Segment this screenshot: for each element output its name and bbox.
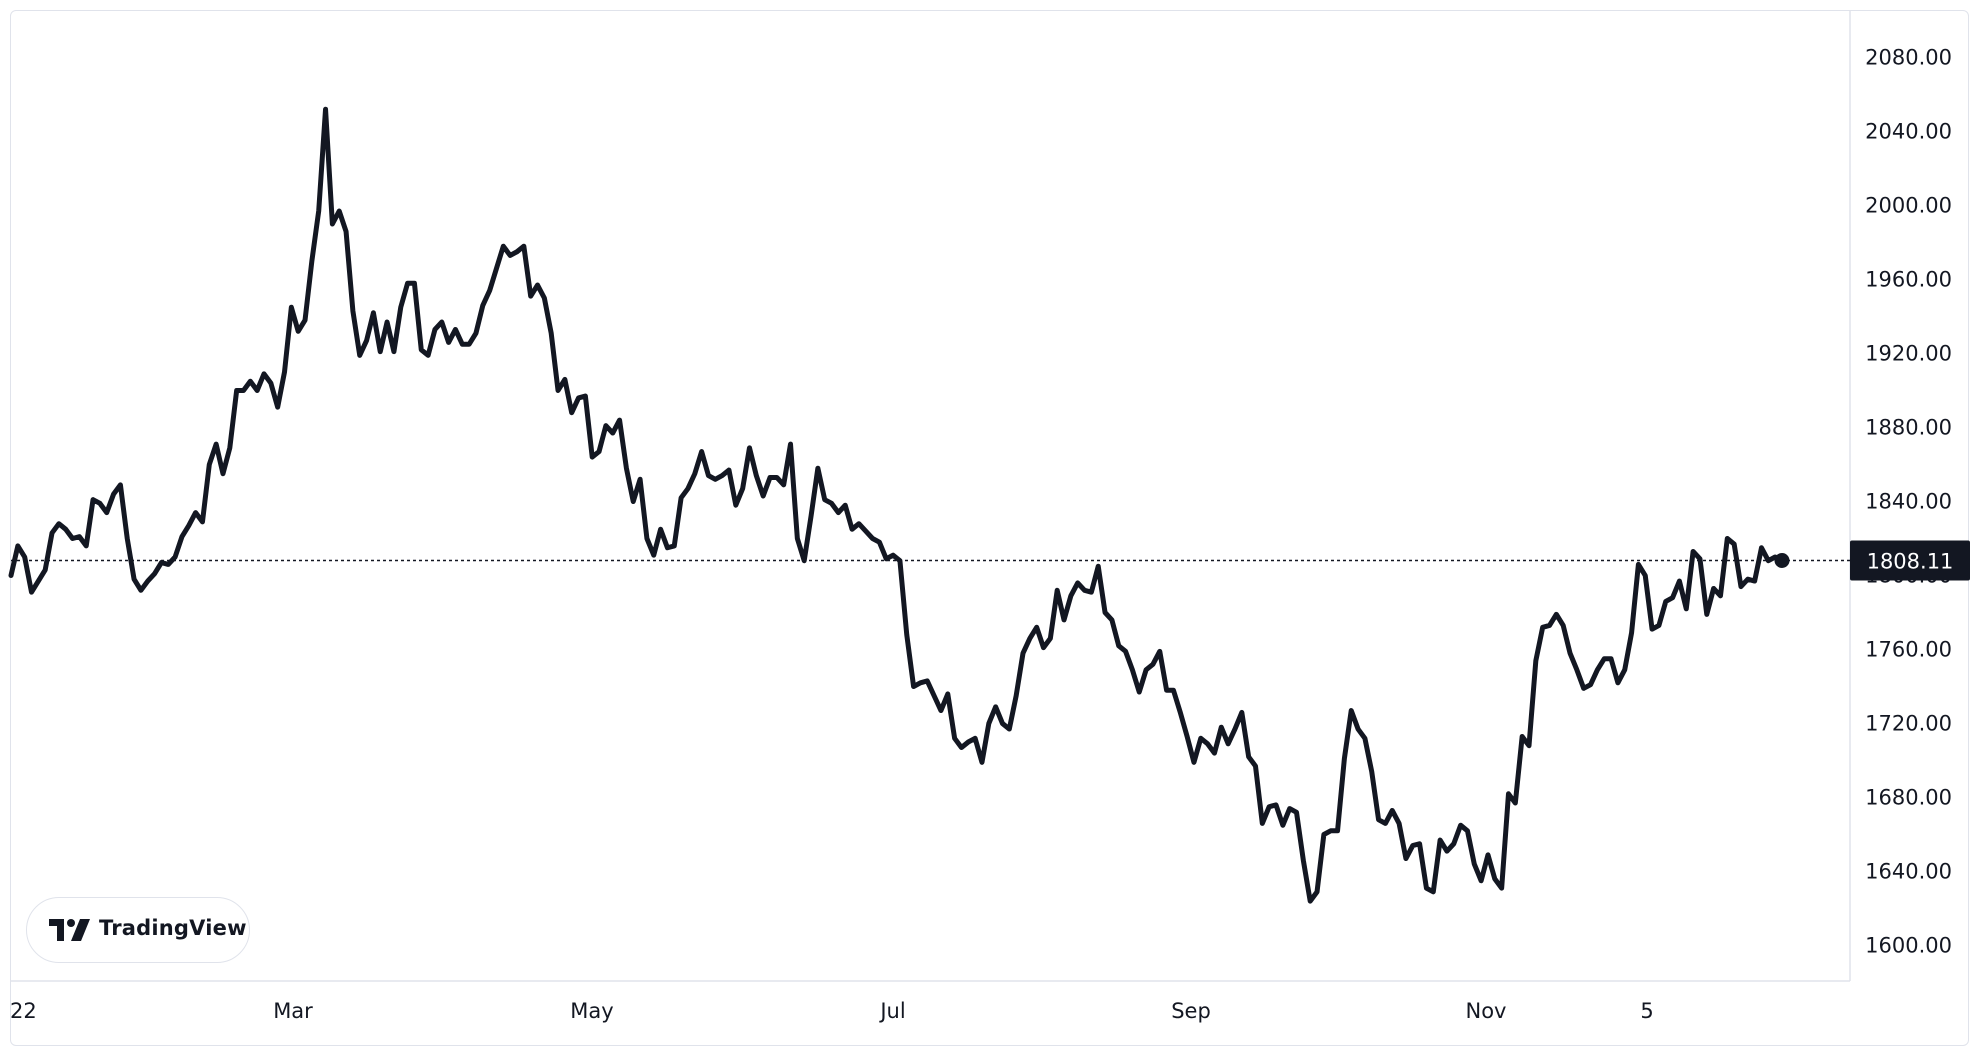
y-tick-label: 1880.00 bbox=[1865, 416, 1952, 440]
x-tick-label: Nov bbox=[1466, 999, 1507, 1023]
tradingview-logo-icon bbox=[49, 919, 90, 941]
tradingview-logo-text: TradingView bbox=[99, 916, 247, 940]
y-tick-label: 2080.00 bbox=[1865, 46, 1952, 70]
y-tick-label: 2040.00 bbox=[1865, 120, 1952, 144]
y-tick-label: 2000.00 bbox=[1865, 194, 1952, 218]
x-tick-label: May bbox=[570, 999, 613, 1023]
y-axis[interactable]: 2080.00 2040.00 2000.00 1960.00 1920.00 1880.… bbox=[1865, 46, 1952, 958]
last-price-tag bbox=[1850, 540, 1970, 581]
x-tick-label: 5 bbox=[1640, 999, 1653, 1023]
y-tick-label: 1760.00 bbox=[1865, 638, 1952, 662]
x-tick-label: Jul bbox=[878, 999, 905, 1023]
x-tick-label: Mar bbox=[273, 999, 313, 1023]
x-axis[interactable]: 22 Mar May Jul Sep Nov 5 bbox=[10, 999, 1654, 1023]
y-tick-label: 1840.00 bbox=[1865, 490, 1952, 514]
last-price-dot bbox=[1774, 552, 1790, 568]
y-tick-label: 1960.00 bbox=[1865, 268, 1952, 292]
y-tick-label: 1920.00 bbox=[1865, 342, 1952, 366]
y-tick-label: 1600.00 bbox=[1865, 934, 1952, 958]
y-tick-label: 1640.00 bbox=[1865, 860, 1952, 884]
y-tick-label: 1680.00 bbox=[1865, 786, 1952, 810]
chart-frame bbox=[10, 10, 1969, 1046]
last-price-label: 1808.11 bbox=[1867, 549, 1954, 573]
x-tick-label: 22 bbox=[10, 999, 37, 1023]
y-tick-label: 1720.00 bbox=[1865, 712, 1952, 736]
tradingview-logo-badge[interactable]: TradingView bbox=[26, 897, 250, 963]
price-series-line bbox=[8, 106, 1785, 904]
x-tick-label: Sep bbox=[1171, 999, 1211, 1023]
